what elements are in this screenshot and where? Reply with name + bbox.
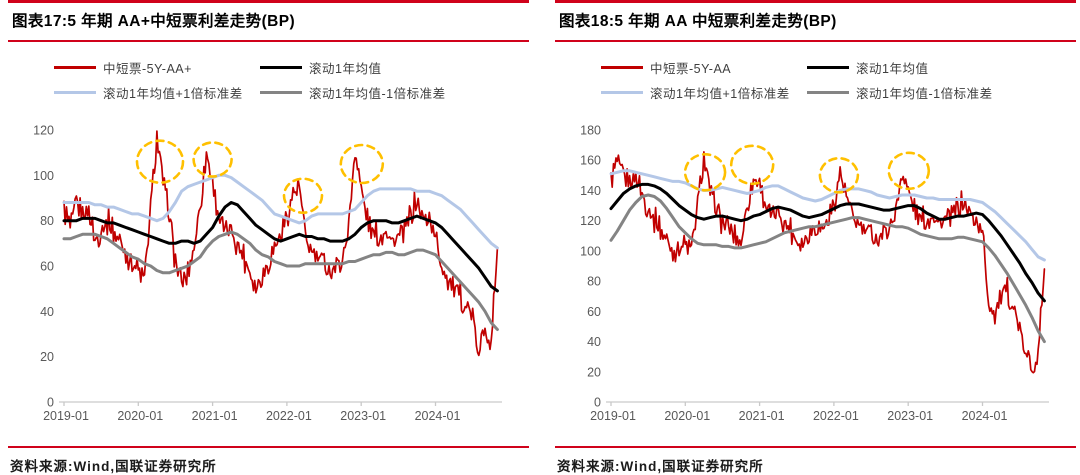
legend-swatch-red-line xyxy=(601,66,643,69)
series-path-1 xyxy=(62,201,499,293)
legend-item-upper-band: 滚动1年均值+1倍标准差 xyxy=(601,83,807,102)
highlight-circle xyxy=(683,152,727,192)
chart-legend: 中短票-5Y-AA+ 滚动1年均值 滚动1年均值+1倍标准差 滚动1年均值-1倍… xyxy=(54,55,529,105)
y-tick-label: 120 xyxy=(33,124,54,138)
source-top-rule xyxy=(8,446,529,448)
legend-label: 滚动1年均值-1倍标准差 xyxy=(856,87,993,101)
y-tick-label: 40 xyxy=(587,335,601,349)
figure-panel-18: 图表18:5 年期 AA 中短票利差走势(BP) 中短票-5Y-AA 滚动1年均… xyxy=(555,0,1076,475)
figure-panel-17: 图表17:5 年期 AA+中短票利差走势(BP) 中短票-5Y-AA+ 滚动1年… xyxy=(8,0,529,475)
source-note: 资料来源:Wind,国联证券研究所 xyxy=(10,459,217,474)
legend-swatch-blue-line xyxy=(601,91,643,94)
legend-label: 滚动1年均值-1倍标准差 xyxy=(309,87,446,101)
y-axis: 0 20 40 60 80 100 120 140 160 180 xyxy=(580,124,601,410)
x-tick-label: 2020-01 xyxy=(664,409,710,423)
legend-item-upper-band: 滚动1年均值+1倍标准差 xyxy=(54,83,260,102)
x-tick-label: 2023-01 xyxy=(340,409,386,423)
y-tick-label: 20 xyxy=(587,365,601,379)
title-underline-rule xyxy=(555,40,1076,42)
y-tick-label: 0 xyxy=(594,396,601,410)
x-tick-label: 2019-01 xyxy=(43,409,89,423)
y-tick-label: 40 xyxy=(40,305,54,319)
highlight-circle xyxy=(282,177,324,214)
highlight-circle xyxy=(339,143,385,185)
y-axis: 0 20 40 60 80 100 120 xyxy=(33,124,54,410)
y-tick-label: 20 xyxy=(40,350,54,364)
x-axis: 2019-01 2020-01 2021-01 2022-01 2023-01 2024-… xyxy=(590,401,1049,423)
series-path-0 xyxy=(610,151,1046,374)
legend-label: 滚动1年均值 xyxy=(856,62,929,76)
y-tick-label: 140 xyxy=(580,184,601,198)
legend-label: 中短票-5Y-AA xyxy=(650,62,732,76)
x-axis: 2019-01 2020-01 2021-01 2022-01 2023-01 2024-… xyxy=(43,401,502,423)
highlight-circle xyxy=(887,151,931,191)
panel-top-rule xyxy=(8,0,529,3)
legend-label: 滚动1年均值+1倍标准差 xyxy=(103,87,243,101)
y-tick-label: 80 xyxy=(587,275,601,289)
legend-swatch-blue-line xyxy=(54,91,96,94)
legend-swatch-black-line xyxy=(807,66,849,69)
legend-item-spread: 中短票-5Y-AA xyxy=(601,58,807,77)
series-path-2 xyxy=(62,173,499,250)
source-note: 资料来源:Wind,国联证券研究所 xyxy=(557,459,764,474)
legend-item-lower-band: 滚动1年均值-1倍标准差 xyxy=(260,83,466,102)
series-path-1 xyxy=(609,182,1046,303)
title-underline-rule xyxy=(8,40,529,42)
x-tick-label: 2024-01 xyxy=(962,409,1008,423)
x-tick-label: 2020-01 xyxy=(117,409,163,423)
panel-top-rule xyxy=(555,0,1076,3)
highlight-circle xyxy=(135,139,185,185)
legend-item-spread: 中短票-5Y-AA+ xyxy=(54,58,260,77)
y-tick-label: 180 xyxy=(580,124,601,138)
legend-item-lower-band: 滚动1年均值-1倍标准差 xyxy=(807,83,1013,102)
x-tick-label: 2024-01 xyxy=(415,409,461,423)
y-tick-label: 100 xyxy=(33,169,54,183)
line-chart-aa-spread: 2019-01 2020-01 2021-01 2022-01 2023-01 2024-… xyxy=(580,124,1049,423)
highlight-circle xyxy=(818,157,860,194)
series-path-3 xyxy=(62,230,499,331)
highlight-circle xyxy=(192,141,233,178)
x-tick-label: 2022-01 xyxy=(813,409,859,423)
legend-item-rolling-mean: 滚动1年均值 xyxy=(807,58,1013,77)
x-tick-label: 2022-01 xyxy=(266,409,312,423)
figure-title: 图表17:5 年期 AA+中短票利差走势(BP) xyxy=(12,13,296,30)
legend-swatch-gray-line xyxy=(807,91,849,94)
x-tick-label: 2021-01 xyxy=(739,409,785,423)
source-top-rule xyxy=(555,446,1076,448)
line-chart-aa-plus-spread: 2019-01 2020-01 2021-01 2022-01 2023-01 2024-… xyxy=(33,124,502,423)
legend-swatch-red-line xyxy=(54,66,96,69)
y-tick-label: 120 xyxy=(580,214,601,228)
highlight-circle xyxy=(729,144,775,186)
series-path-0 xyxy=(63,130,499,357)
x-tick-label: 2021-01 xyxy=(192,409,238,423)
legend-label: 中短票-5Y-AA+ xyxy=(103,62,192,76)
y-tick-label: 0 xyxy=(47,396,54,410)
legend-swatch-gray-line xyxy=(260,91,302,94)
y-tick-label: 100 xyxy=(580,244,601,258)
series-path-2 xyxy=(609,169,1046,262)
legend-item-rolling-mean: 滚动1年均值 xyxy=(260,58,466,77)
x-tick-label: 2019-01 xyxy=(590,409,636,423)
figure-title: 图表18:5 年期 AA 中短票利差走势(BP) xyxy=(559,13,837,30)
y-tick-label: 60 xyxy=(587,305,601,319)
chart-legend: 中短票-5Y-AA 滚动1年均值 滚动1年均值+1倍标准差 滚动1年均值-1倍标… xyxy=(601,55,1076,105)
legend-label: 滚动1年均值+1倍标准差 xyxy=(650,87,790,101)
x-tick-label: 2023-01 xyxy=(887,409,933,423)
legend-label: 滚动1年均值 xyxy=(309,62,382,76)
y-tick-label: 60 xyxy=(40,260,54,274)
y-tick-label: 80 xyxy=(40,214,54,228)
legend-swatch-black-line xyxy=(260,66,302,69)
series-path-3 xyxy=(609,193,1046,344)
y-tick-label: 160 xyxy=(580,154,601,168)
